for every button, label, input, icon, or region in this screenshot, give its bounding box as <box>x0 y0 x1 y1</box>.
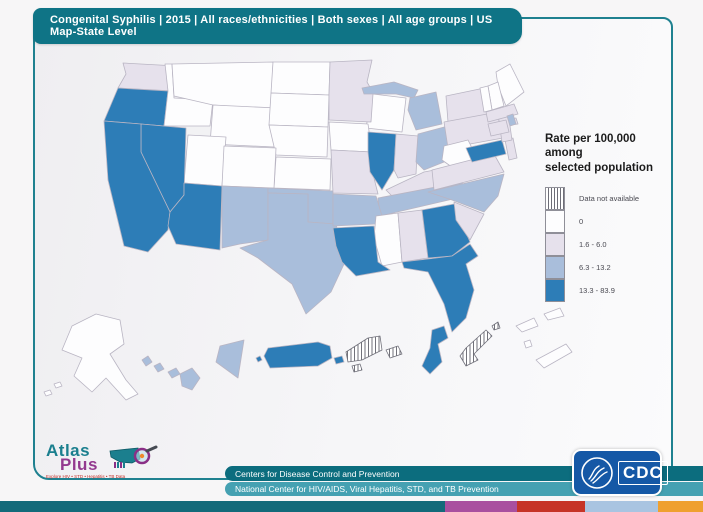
territory-pr[interactable] <box>263 341 333 369</box>
district-dc[interactable] <box>215 339 245 379</box>
state-tx[interactable] <box>239 192 346 315</box>
territory-as[interactable] <box>543 307 565 321</box>
state-nm[interactable] <box>221 185 269 249</box>
territory-mp[interactable] <box>491 321 501 331</box>
territory-pr[interactable] <box>255 355 263 363</box>
cdc-logo: CDC <box>572 449 668 496</box>
state-ar[interactable] <box>332 193 383 227</box>
state-co[interactable] <box>221 145 277 189</box>
territory-mp[interactable] <box>459 329 493 367</box>
footer-center-text: National Center for HIV/AIDS, Viral Hepa… <box>235 484 499 494</box>
state-mi[interactable] <box>407 91 443 131</box>
legend-swatch-high <box>545 278 565 302</box>
state-hi[interactable] <box>179 367 201 391</box>
atlasplus-logo: Atlas Plus Explore HIV • STD • Hepatitis… <box>46 441 166 482</box>
legend-swatch-mid <box>545 255 565 279</box>
plus-wordmark: Plus <box>60 455 98 474</box>
strip-lightblue <box>585 501 658 512</box>
legend-item-low: 1.6 - 6.0 <box>545 232 670 256</box>
atlas-tagline: Explore HIV • STD • Hepatitis • TB Data <box>46 474 126 479</box>
legend-swatch-na <box>545 186 565 210</box>
legend-swatch-zero <box>545 209 565 233</box>
state-ia[interactable] <box>328 121 373 153</box>
state-md[interactable] <box>465 139 507 163</box>
state-ri[interactable] <box>506 113 517 127</box>
state-ca[interactable] <box>103 120 171 253</box>
footer-cdc-text: Centers for Disease Control and Preventi… <box>235 468 400 479</box>
legend-rows: Data not available 0 1.6 - 6.0 6.3 - 13.… <box>545 186 670 302</box>
legend-swatch-low <box>545 232 565 256</box>
legend-item-na: Data not available <box>545 186 670 210</box>
territory-vi[interactable] <box>351 363 363 373</box>
map-legend: Rate per 100,000 among selected populati… <box>545 132 670 302</box>
strip-teal <box>0 501 445 512</box>
hhs-eagle-icon <box>581 456 613 489</box>
state-ut[interactable] <box>183 134 227 187</box>
state-sc[interactable] <box>453 201 485 241</box>
atlas-wordmark: Atlas <box>46 441 91 460</box>
state-in[interactable] <box>393 133 419 179</box>
state-hi[interactable] <box>167 367 181 379</box>
state-ak[interactable] <box>61 313 139 401</box>
state-or[interactable] <box>103 87 169 127</box>
territory-as[interactable] <box>523 339 533 349</box>
state-ct[interactable] <box>487 119 510 137</box>
state-hi[interactable] <box>153 362 165 373</box>
territory-vi[interactable] <box>345 335 383 363</box>
territory-vi[interactable] <box>385 345 403 359</box>
state-nd[interactable] <box>270 61 331 96</box>
state-la[interactable] <box>332 225 391 277</box>
state-ak-island[interactable] <box>43 389 53 397</box>
footer-color-strip <box>0 501 703 512</box>
territory-as[interactable] <box>535 343 573 369</box>
state-ma[interactable] <box>485 103 519 123</box>
territory-gu[interactable] <box>421 325 449 375</box>
legend-item-mid: 6.3 - 13.2 <box>545 255 670 279</box>
cdc-wordmark: CDC <box>618 460 668 485</box>
states-group <box>43 59 573 401</box>
state-ne[interactable] <box>268 124 329 158</box>
map-title: Congenital Syphilis | 2015 | All races/e… <box>50 14 493 38</box>
legend-item-high: 13.3 - 83.9 <box>545 278 670 302</box>
territory-pr[interactable] <box>333 355 345 365</box>
strip-red <box>517 501 585 512</box>
legend-item-zero: 0 <box>545 209 670 233</box>
atlas-map-magnifier-icon <box>109 445 158 468</box>
state-hi[interactable] <box>141 355 153 367</box>
strip-orange <box>658 501 703 512</box>
state-fl[interactable] <box>401 243 479 333</box>
legend-title: Rate per 100,000 among selected populati… <box>545 133 653 174</box>
state-sd[interactable] <box>268 92 330 128</box>
state-ak-island[interactable] <box>53 381 63 389</box>
territory-as[interactable] <box>515 317 539 333</box>
state-ks[interactable] <box>273 156 332 191</box>
state-nc[interactable] <box>427 173 505 213</box>
state-ms[interactable] <box>373 212 403 267</box>
map-title-bar: Congenital Syphilis | 2015 | All races/e… <box>33 8 522 44</box>
strip-purple <box>445 501 517 512</box>
